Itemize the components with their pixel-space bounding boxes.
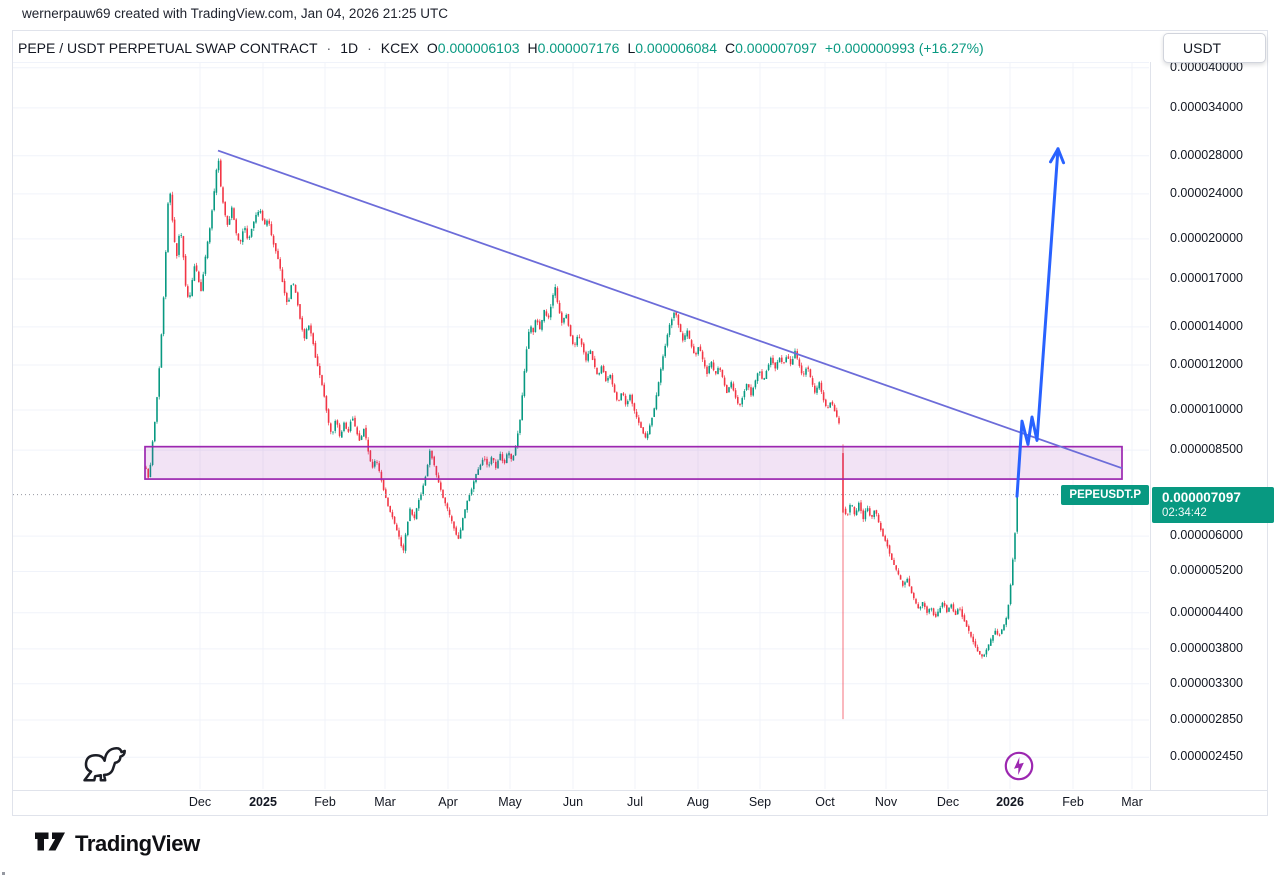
ohlc-high: H0.000007176 <box>528 40 620 56</box>
price-axis-label: 0.000024000 <box>1170 185 1243 200</box>
header-divider <box>13 62 1149 63</box>
low-value: 0.000006084 <box>635 40 717 56</box>
interval[interactable]: 1D <box>340 40 359 56</box>
time-axis-label: Sep <box>748 795 772 809</box>
ohlc-low: L0.000006084 <box>627 40 717 56</box>
time-axis-label: Feb <box>1062 795 1084 809</box>
price-axis-label: 0.000017000 <box>1170 270 1243 285</box>
ohlc-close: C0.000007097 <box>725 40 817 56</box>
price-axis-label: 0.000006000 <box>1170 528 1243 543</box>
tradingview-branding[interactable]: TradingView <box>34 828 200 860</box>
time-axis-label: Oct <box>815 795 835 809</box>
lightning-circle-icon[interactable] <box>1001 748 1037 787</box>
time-axis-label: Feb <box>314 795 336 809</box>
price-axis-label: 0.000004400 <box>1170 604 1243 619</box>
time-axis-divider <box>13 790 1267 791</box>
price-axis-label: 0.000005200 <box>1170 563 1243 578</box>
chart-frame <box>12 30 1268 816</box>
close-value: 0.000007097 <box>735 40 817 56</box>
separator: · <box>367 40 372 56</box>
separator: · <box>326 40 332 56</box>
open-label: O <box>426 40 438 56</box>
price-axis-divider <box>1150 62 1151 790</box>
time-axis-label: May <box>498 795 522 809</box>
dinosaur-icon <box>78 741 128 792</box>
price-axis-label: 0.000002850 <box>1170 711 1243 726</box>
close-label: C <box>725 40 736 56</box>
time-axis-label: Jul <box>627 795 643 809</box>
price-axis-label: 0.000010000 <box>1170 402 1243 416</box>
price-axis-label: 0.000002450 <box>1170 749 1243 764</box>
time-axis-label: Nov <box>874 795 898 809</box>
time-axis-label: Aug <box>686 795 710 809</box>
tradingview-mark-icon <box>34 828 66 860</box>
price-axis-label: 0.000003800 <box>1170 640 1243 655</box>
tradingview-wordmark: TradingView <box>75 831 200 856</box>
attribution-bar: wernerpauw69 created with TradingView.co… <box>22 6 448 21</box>
time-axis-label: Mar <box>1121 795 1143 809</box>
time-axis-label: 2025 <box>249 795 277 809</box>
time-axis-label: 2026 <box>996 795 1024 809</box>
symbol-info-bar: PEPE / USDT PERPETUAL SWAP CONTRACT · 1D… <box>18 38 984 58</box>
currency-toggle-button[interactable]: USDT <box>1163 33 1266 63</box>
low-label: L <box>627 40 636 56</box>
price-axis-label: 0.000034000 <box>1170 99 1243 114</box>
price-axis-label: 0.000003300 <box>1170 675 1243 690</box>
stray-dot <box>2 872 5 875</box>
time-axis-label: Dec <box>936 795 960 809</box>
price-change: +0.000000993 (+16.27%) <box>824 40 984 56</box>
time-axis-label: Jun <box>562 795 584 809</box>
price-axis-label: 0.000012000 <box>1170 356 1243 371</box>
exchange: KCEX <box>380 40 419 56</box>
ohlc-open: O0.000006103 <box>427 40 520 56</box>
bar-countdown: 02:34:42 <box>1162 506 1207 519</box>
symbol-price-tag: PEPEUSDT.P <box>1061 484 1149 505</box>
price-axis-label: 0.000014000 <box>1170 318 1243 333</box>
last-price-badge: 0.000007097 02:34:42 <box>1152 486 1274 523</box>
high-label: H <box>527 40 538 56</box>
last-price-value: 0.000007097 <box>1162 489 1241 505</box>
price-axis-label: 0.000028000 <box>1170 147 1243 162</box>
high-value: 0.000007176 <box>537 40 620 56</box>
open-value: 0.000006103 <box>437 40 520 56</box>
time-axis-label: Apr <box>438 795 458 809</box>
time-axis-label: Dec <box>188 795 212 809</box>
price-axis-label: 0.000040000 <box>1170 59 1243 74</box>
price-axis-label: 0.000020000 <box>1170 230 1243 245</box>
price-axis-label: 0.000008500 <box>1170 442 1243 457</box>
symbol-title[interactable]: PEPE / USDT PERPETUAL SWAP CONTRACT <box>18 40 318 56</box>
time-axis-label: Mar <box>374 795 396 809</box>
